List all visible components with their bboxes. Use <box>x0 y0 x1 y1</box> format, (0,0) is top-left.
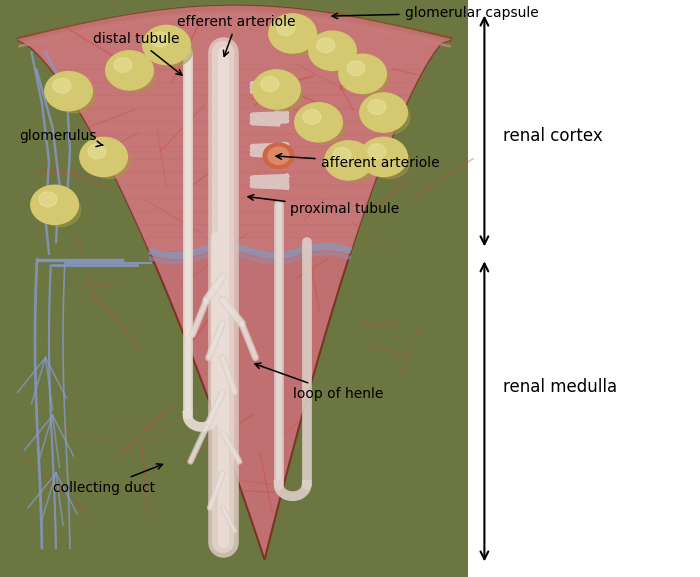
Circle shape <box>360 137 407 177</box>
Circle shape <box>279 22 318 55</box>
Text: afferent arteriole: afferent arteriole <box>276 153 439 170</box>
Circle shape <box>277 21 295 35</box>
Circle shape <box>349 62 389 95</box>
Text: efferent arteriole: efferent arteriole <box>177 15 296 57</box>
Circle shape <box>269 14 316 53</box>
Text: distal tubule: distal tubule <box>93 32 182 75</box>
Circle shape <box>339 54 386 93</box>
Circle shape <box>151 32 169 47</box>
Circle shape <box>41 193 80 226</box>
Text: glomerulus: glomerulus <box>20 129 103 147</box>
Circle shape <box>370 145 410 178</box>
Circle shape <box>80 137 127 177</box>
Circle shape <box>347 61 365 76</box>
Circle shape <box>263 143 294 168</box>
Circle shape <box>39 192 57 207</box>
Circle shape <box>370 101 410 134</box>
Circle shape <box>106 51 153 90</box>
Circle shape <box>262 78 302 111</box>
Bar <box>468 0 700 577</box>
Circle shape <box>153 33 192 66</box>
Circle shape <box>318 39 358 72</box>
Circle shape <box>143 25 190 65</box>
Circle shape <box>317 38 335 53</box>
Text: glomerular capsule: glomerular capsule <box>332 6 538 20</box>
Text: loop of henle: loop of henle <box>255 363 383 400</box>
Circle shape <box>325 141 372 180</box>
Polygon shape <box>18 6 452 560</box>
Circle shape <box>261 77 279 91</box>
Circle shape <box>88 144 106 159</box>
Circle shape <box>304 111 344 144</box>
Text: renal cortex: renal cortex <box>503 126 602 145</box>
Circle shape <box>31 185 78 224</box>
Text: collecting duct: collecting duct <box>52 464 162 494</box>
Circle shape <box>90 145 130 178</box>
Circle shape <box>114 58 132 72</box>
Circle shape <box>295 103 342 142</box>
Circle shape <box>116 59 155 92</box>
Circle shape <box>309 31 356 70</box>
Circle shape <box>333 148 351 162</box>
Circle shape <box>368 100 386 114</box>
Circle shape <box>53 78 71 93</box>
Text: proximal tubule: proximal tubule <box>248 194 400 216</box>
Circle shape <box>335 149 374 182</box>
Circle shape <box>303 110 321 124</box>
Circle shape <box>368 144 386 159</box>
Circle shape <box>360 93 407 132</box>
Text: renal medulla: renal medulla <box>503 377 617 396</box>
Polygon shape <box>18 6 452 251</box>
Circle shape <box>253 70 300 109</box>
Circle shape <box>45 72 92 111</box>
Circle shape <box>55 80 94 113</box>
Circle shape <box>268 147 289 164</box>
